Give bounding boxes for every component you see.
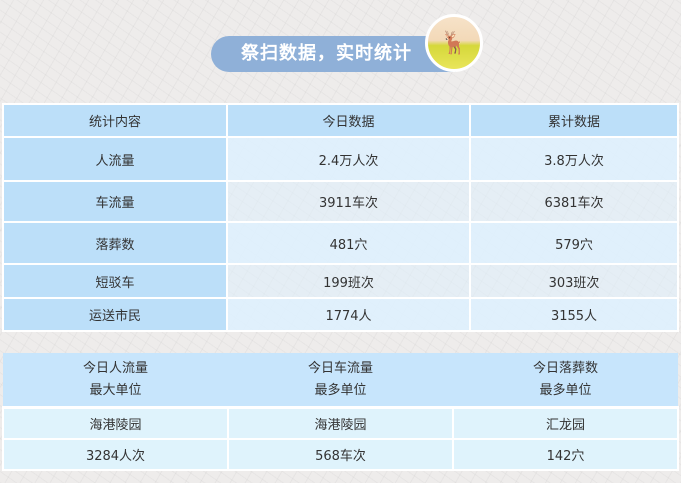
header-cell: 今日落葬数 最多单位 (453, 353, 678, 409)
table-row: 海港陵园 海港陵园 汇龙园 (2, 406, 679, 440)
total-value: 579穴 (469, 221, 679, 265)
today-value: 481穴 (226, 221, 471, 265)
total-value: 303班次 (469, 263, 679, 299)
header-cell: 今日数据 (226, 103, 471, 138)
header-cell: 累计数据 (469, 103, 679, 138)
unit-name: 海港陵园 (227, 406, 454, 440)
unit-value: 3284人次 (2, 438, 229, 471)
table-row: 运送市民 1774人 3155人 (2, 297, 679, 332)
top-units-table: 今日人流量最大单位 今日车流量最多单位 今日落葬数最多单位 海港陵园 海港陵园 … (2, 353, 679, 471)
section-title-banner: 祭扫数据，实时统计 (211, 36, 456, 72)
table-row: 3284人次 568车次 142穴 (2, 438, 679, 471)
total-value: 6381车次 (469, 180, 679, 223)
unit-name: 汇龙园 (452, 406, 679, 440)
table-header-row: 今日人流量最大单位 今日车流量最多单位 今日落葬数最多单位 (3, 353, 678, 409)
deer-mascot-icon: 🦌 (425, 14, 483, 72)
row-label: 人流量 (2, 136, 228, 182)
row-label: 运送市民 (2, 297, 228, 332)
total-value: 3155人 (469, 297, 679, 332)
row-label: 短驳车 (2, 263, 228, 299)
header-cell: 今日车流量 最多单位 (228, 353, 453, 409)
today-value: 2.4万人次 (226, 136, 471, 182)
table-header-row: 统计内容 今日数据 累计数据 (2, 103, 679, 138)
header-cell: 今日人流量 最大单位 (3, 353, 228, 409)
table-row: 车流量 3911车次 6381车次 (2, 180, 679, 223)
table-row: 落葬数 481穴 579穴 (2, 221, 679, 265)
header-line: 最多单位 (539, 382, 592, 398)
table-row: 人流量 2.4万人次 3.8万人次 (2, 136, 679, 182)
stats-table: 统计内容 今日数据 累计数据 人流量 2.4万人次 3.8万人次 车流量 391… (2, 103, 679, 332)
table-row: 短驳车 199班次 303班次 (2, 263, 679, 299)
unit-value: 142穴 (452, 438, 679, 471)
total-value: 3.8万人次 (469, 136, 679, 182)
row-label: 落葬数 (2, 221, 228, 265)
row-label: 车流量 (2, 180, 228, 223)
header-line: 最多单位 (314, 382, 367, 398)
today-value: 199班次 (226, 263, 471, 299)
header-line: 今日车流量 (307, 360, 373, 376)
header-cell: 统计内容 (2, 103, 228, 138)
header-line: 今日人流量 (82, 360, 148, 376)
today-value: 1774人 (226, 297, 471, 332)
header-line: 最大单位 (89, 382, 142, 398)
unit-name: 海港陵园 (2, 406, 229, 440)
header-line: 今日落葬数 (532, 360, 598, 376)
today-value: 3911车次 (226, 180, 471, 223)
unit-value: 568车次 (227, 438, 454, 471)
